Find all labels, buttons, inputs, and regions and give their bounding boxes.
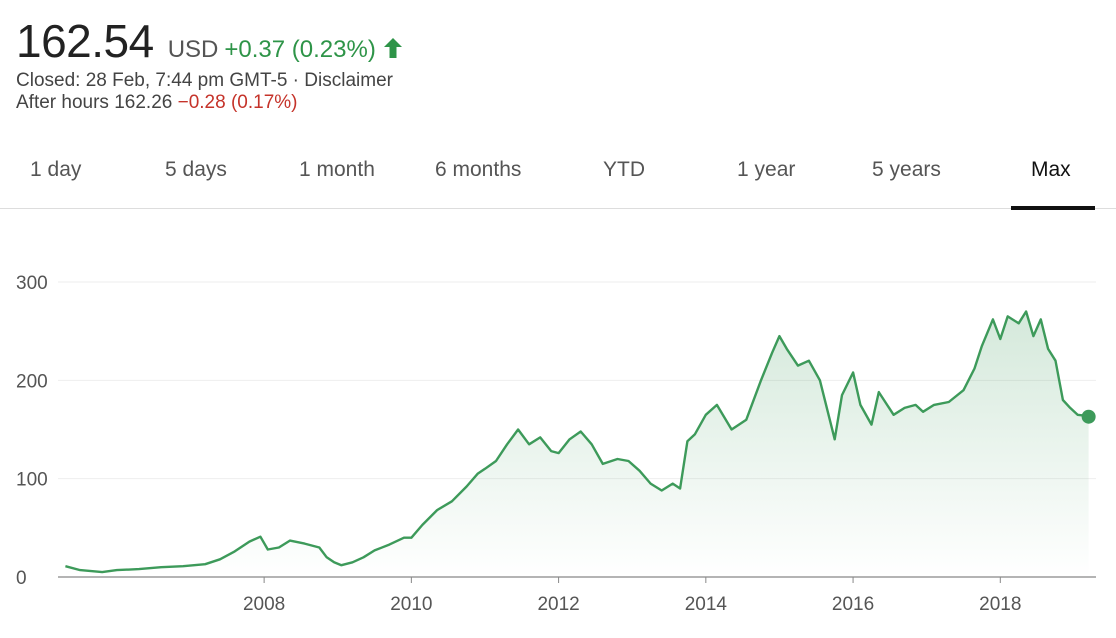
tab-5-years[interactable]: 5 years <box>872 158 941 181</box>
y-tick-label: 0 <box>16 568 27 589</box>
arrow-up-icon <box>382 36 404 60</box>
x-tick-label: 2016 <box>832 594 874 615</box>
price-change: +0.37 (0.23%) <box>224 36 376 63</box>
tab-ytd[interactable]: YTD <box>603 158 645 181</box>
active-tab-indicator <box>1011 206 1095 210</box>
tab-max[interactable]: Max <box>1031 158 1071 181</box>
y-tick-label: 200 <box>16 371 48 392</box>
range-tabs: 1 day 5 days 1 month 6 months YTD 1 year… <box>0 140 1116 209</box>
x-tick-label: 2012 <box>537 594 579 615</box>
quote-header: 162.54 USD +0.37 (0.23%) Closed: 28 Feb,… <box>16 14 1096 114</box>
x-tick-label: 2010 <box>390 594 432 615</box>
price-row: 162.54 USD +0.37 (0.23%) <box>16 14 1096 70</box>
after-hours-info: After hours 162.26 −0.28 (0.17%) <box>16 92 1096 114</box>
tab-6-months[interactable]: 6 months <box>435 158 522 181</box>
last-price: 162.54 <box>16 15 154 67</box>
x-tick-label: 2018 <box>979 594 1021 615</box>
price-line <box>65 310 1089 574</box>
y-tick-label: 300 <box>16 273 48 294</box>
after-hours-change: −0.28 (0.17%) <box>177 92 298 113</box>
x-tick-label: 2008 <box>243 594 285 615</box>
tab-5-days[interactable]: 5 days <box>165 158 227 181</box>
x-tick-label: 2014 <box>685 594 728 615</box>
closed-info: Closed: 28 Feb, 7:44 pm GMT-5 · Disclaim… <box>16 70 1096 92</box>
currency-label: USD <box>167 36 219 63</box>
tab-1-month[interactable]: 1 month <box>299 158 375 181</box>
y-tick-label: 100 <box>16 470 48 491</box>
tab-1-day[interactable]: 1 day <box>30 158 82 181</box>
after-hours-label: After hours 162.26 <box>16 92 173 113</box>
price-area <box>65 311 1089 577</box>
last-price-marker <box>1081 409 1096 424</box>
price-chart[interactable]: 0 100 200 300 2008 2010 2012 2014 2016 2018 <box>0 212 1116 638</box>
tab-1-year[interactable]: 1 year <box>737 158 796 181</box>
closed-text: Closed: 28 Feb, 7:44 pm GMT-5 · Disclaim… <box>16 70 393 91</box>
